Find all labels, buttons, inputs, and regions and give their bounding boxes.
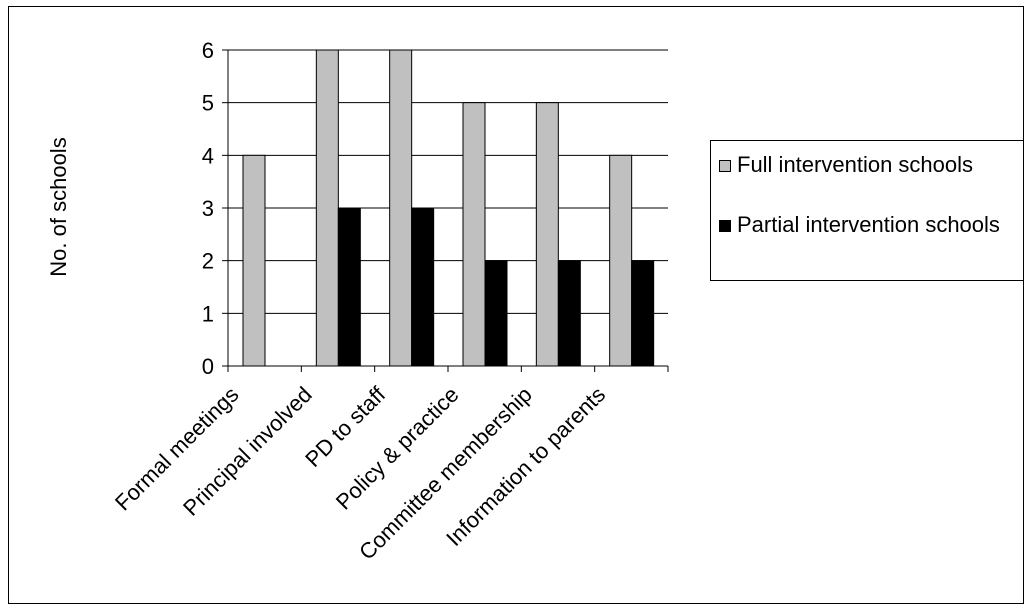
- y-tick-labels: 0 1 2 3 4 5 6: [202, 38, 214, 379]
- legend: Full intervention schools Partial interv…: [710, 140, 1024, 281]
- legend-label-partial: Partial intervention schools: [737, 212, 1000, 237]
- y-tick-label-5: 5: [202, 91, 214, 116]
- bar-full-5: [609, 154, 633, 367]
- x-tick-label-1: Principal involved: [178, 382, 317, 521]
- bar-partial-4: [557, 260, 581, 367]
- legend-item-full: Full intervention schools: [719, 151, 1007, 178]
- y-tick-label-6: 6: [202, 38, 214, 63]
- gridlines: [228, 49, 668, 367]
- y-tick-label-3: 3: [202, 196, 214, 221]
- axes: [222, 49, 669, 372]
- y-tick-label-4: 4: [202, 143, 214, 168]
- bar-partial-2: [411, 207, 435, 367]
- y-tick-label-1: 1: [202, 301, 214, 326]
- bar-full-1: [315, 49, 339, 367]
- y-tick-label-2: 2: [202, 249, 214, 274]
- bar-full-2: [389, 49, 413, 367]
- bar-full-4: [535, 102, 559, 367]
- legend-swatch-partial: [719, 220, 731, 232]
- chart-frame: [8, 6, 1024, 604]
- bar-partial-5: [631, 260, 655, 367]
- bar-partial-1: [337, 207, 361, 367]
- y-axis-label: No. of schools: [46, 137, 71, 276]
- bar-full-3: [462, 102, 486, 367]
- legend-swatch-full: [719, 160, 731, 172]
- bar-full-0: [242, 154, 266, 367]
- legend-item-partial: Partial intervention schools: [719, 211, 1007, 238]
- legend-label-full: Full intervention schools: [737, 152, 974, 177]
- y-tick-label-0: 0: [202, 354, 214, 379]
- x-tick-label-3: Policy & practice: [331, 382, 464, 515]
- x-tick-label-0: Formal meetings: [110, 382, 244, 516]
- bars: [242, 49, 655, 367]
- bar-partial-3: [484, 260, 508, 367]
